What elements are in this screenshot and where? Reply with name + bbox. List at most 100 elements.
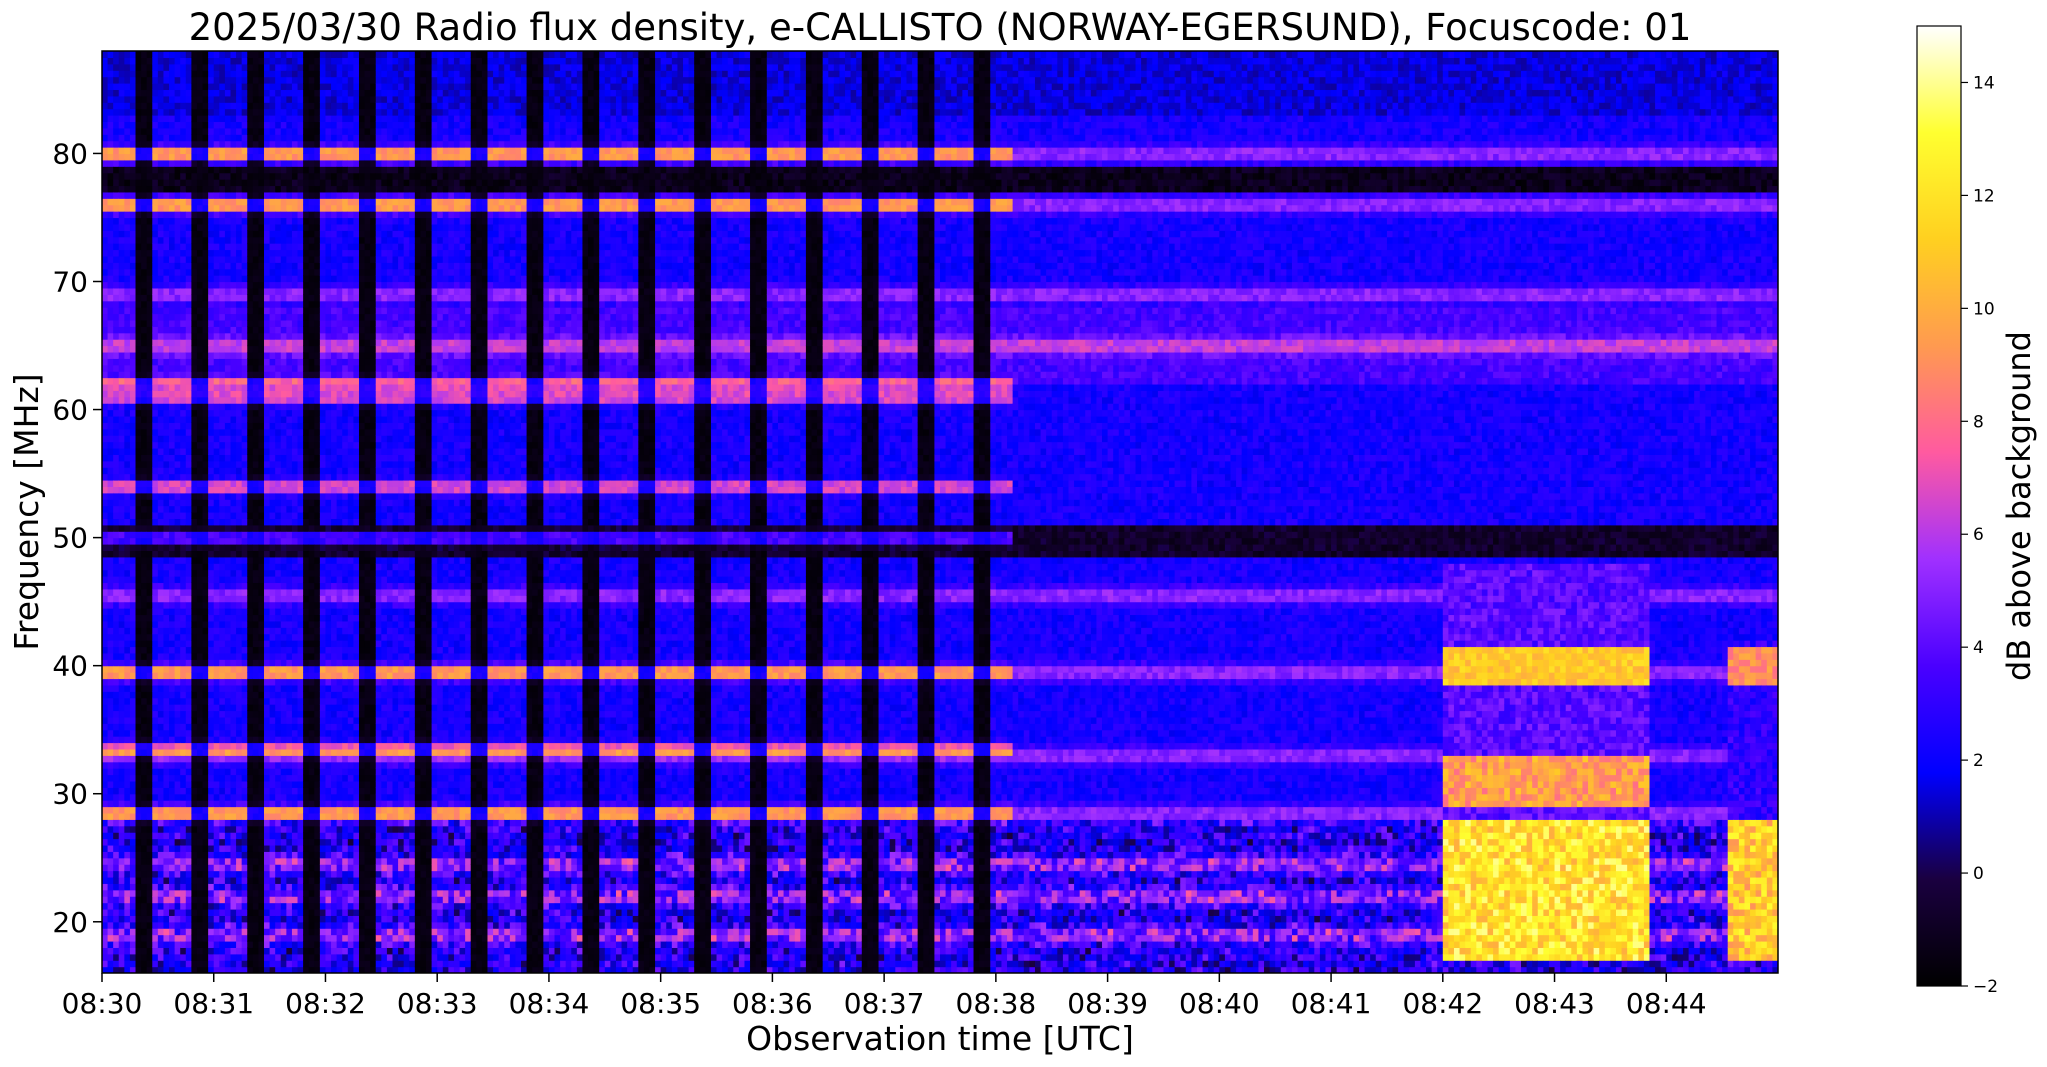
heatmap-cell (130, 397, 136, 404)
heatmap-cell (225, 410, 231, 417)
heatmap-cell (169, 807, 175, 814)
heatmap-cell (136, 249, 142, 256)
heatmap-cell (180, 672, 186, 679)
heatmap-cell (124, 762, 130, 769)
heatmap-cell (136, 70, 142, 77)
heatmap-cell (130, 198, 136, 205)
heatmap-cell (175, 781, 181, 788)
heatmap-cell (180, 288, 186, 295)
heatmap-cell (253, 775, 259, 782)
heatmap-cell (175, 544, 181, 551)
heatmap-cell (158, 320, 164, 327)
heatmap-cell (113, 378, 119, 385)
heatmap-cell (136, 243, 142, 250)
heatmap-cell (108, 237, 114, 244)
heatmap-cell (141, 896, 147, 903)
heatmap-cell (163, 83, 169, 90)
heatmap-cell (180, 909, 186, 916)
heatmap-cell (119, 653, 125, 660)
heatmap-cell (158, 851, 164, 858)
heatmap-cell (208, 57, 214, 64)
heatmap-cell (253, 326, 259, 333)
heatmap-cell (253, 467, 259, 474)
heatmap-cell (230, 448, 236, 455)
heatmap-cell (197, 634, 203, 641)
heatmap-cell (147, 890, 153, 897)
heatmap-cell (191, 486, 197, 493)
heatmap-cell (230, 947, 236, 954)
heatmap-cell (102, 531, 108, 538)
heatmap-cell (102, 314, 108, 321)
heatmap-cell (203, 269, 209, 276)
heatmap-cell (203, 160, 209, 167)
heatmap-cell (169, 185, 175, 192)
heatmap-cell (152, 512, 158, 519)
heatmap-cell (113, 166, 119, 173)
heatmap-cell (163, 448, 169, 455)
heatmap-cell (225, 448, 231, 455)
heatmap-cell (242, 410, 248, 417)
heatmap-cell (180, 550, 186, 557)
heatmap-cell (124, 365, 130, 372)
heatmap-cell (203, 282, 209, 289)
heatmap-cell (152, 352, 158, 359)
heatmap-cell (169, 429, 175, 436)
heatmap-cell (147, 550, 153, 557)
heatmap-cell (208, 442, 214, 449)
heatmap-cell (191, 224, 197, 231)
heatmap-cell (208, 614, 214, 621)
heatmap-cell (119, 730, 125, 737)
heatmap-cell (186, 403, 192, 410)
heatmap-cell (169, 320, 175, 327)
heatmap-cell (175, 326, 181, 333)
heatmap-cell (152, 198, 158, 205)
heatmap-cell (102, 192, 108, 199)
heatmap-cell (258, 576, 264, 583)
heatmap-cell (225, 922, 231, 929)
heatmap-cell (141, 256, 147, 263)
heatmap-cell (247, 448, 253, 455)
heatmap-cell (214, 486, 220, 493)
heatmap-cell (230, 365, 236, 372)
heatmap-cell (264, 442, 270, 449)
heatmap-cell (130, 896, 136, 903)
heatmap-cell (203, 275, 209, 282)
heatmap-cell (158, 903, 164, 910)
heatmap-cell (152, 589, 158, 596)
heatmap-cell (258, 710, 264, 717)
heatmap-cell (113, 506, 119, 513)
heatmap-cell (108, 205, 114, 212)
heatmap-cell (124, 422, 130, 429)
heatmap-cell (141, 358, 147, 365)
heatmap-cell (136, 173, 142, 180)
heatmap-cell (108, 903, 114, 910)
heatmap-cell (158, 550, 164, 557)
heatmap-cell (219, 954, 225, 961)
heatmap-cell (197, 237, 203, 244)
heatmap-cell (264, 141, 270, 148)
heatmap-cell (191, 217, 197, 224)
heatmap-cell (113, 320, 119, 327)
heatmap-cell (242, 397, 248, 404)
heatmap-cell (242, 896, 248, 903)
heatmap-cell (152, 314, 158, 321)
heatmap-cell (136, 582, 142, 589)
heatmap-cell (203, 410, 209, 417)
heatmap-cell (147, 743, 153, 750)
heatmap-cell (124, 678, 130, 685)
heatmap-cell (136, 666, 142, 673)
heatmap-cell (186, 954, 192, 961)
heatmap-cell (186, 947, 192, 954)
heatmap-cell (208, 422, 214, 429)
heatmap-cell (124, 646, 130, 653)
heatmap-cell (258, 294, 264, 301)
heatmap-cell (208, 294, 214, 301)
heatmap-cell (186, 512, 192, 519)
heatmap-cell (214, 960, 220, 967)
heatmap-cell (108, 538, 114, 545)
heatmap-cell (124, 269, 130, 276)
heatmap-cell (247, 346, 253, 353)
heatmap-cell (203, 890, 209, 897)
heatmap-cell (219, 109, 225, 116)
heatmap-cell (113, 557, 119, 564)
